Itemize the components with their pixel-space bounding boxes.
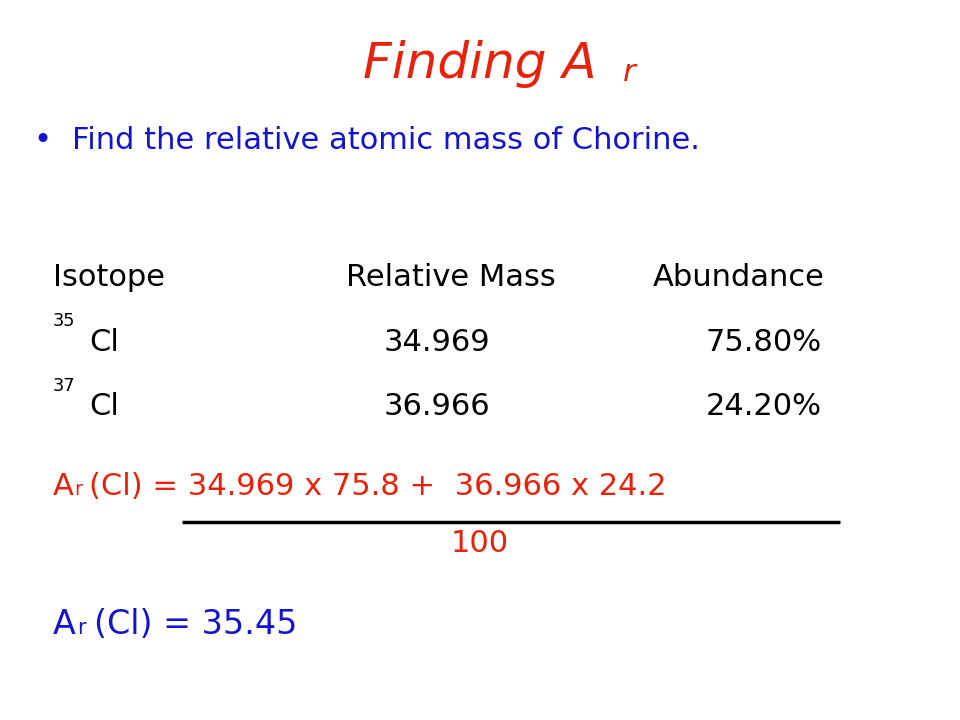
Text: •: • (34, 126, 52, 155)
Text: r: r (77, 618, 85, 638)
Text: A: A (53, 608, 76, 642)
Text: Cl: Cl (89, 392, 119, 421)
Text: Abundance: Abundance (653, 263, 825, 292)
Text: Isotope: Isotope (53, 263, 165, 292)
Text: 24.20%: 24.20% (706, 392, 822, 421)
Text: Relative Mass: Relative Mass (346, 263, 555, 292)
Text: 34.969: 34.969 (384, 328, 491, 356)
Text: r: r (74, 480, 82, 499)
Text: (Cl) = 34.969 x 75.8 +  36.966 x 24.2: (Cl) = 34.969 x 75.8 + 36.966 x 24.2 (89, 472, 667, 500)
Text: r: r (623, 58, 636, 86)
Text: Cl: Cl (89, 328, 119, 356)
Text: (Cl) = 35.45: (Cl) = 35.45 (94, 608, 298, 642)
Text: A: A (53, 472, 74, 500)
Text: 35: 35 (53, 312, 75, 330)
Text: 100: 100 (451, 529, 509, 558)
Text: Find the relative atomic mass of Chorine.: Find the relative atomic mass of Chorine… (72, 126, 700, 155)
Text: Finding A: Finding A (363, 40, 597, 88)
Text: 75.80%: 75.80% (706, 328, 822, 356)
Text: 37: 37 (53, 377, 76, 395)
Text: 36.966: 36.966 (384, 392, 491, 421)
